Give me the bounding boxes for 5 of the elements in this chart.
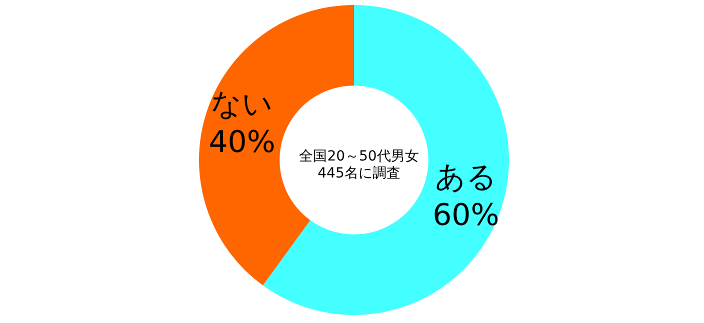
slice-label: ない (211, 87, 274, 122)
data-label: 40% (208, 125, 276, 160)
text: 全国20～50代男女 445名に調査 (299, 148, 419, 182)
data-label: 60% (432, 198, 500, 233)
slice-label: ある (434, 160, 497, 195)
